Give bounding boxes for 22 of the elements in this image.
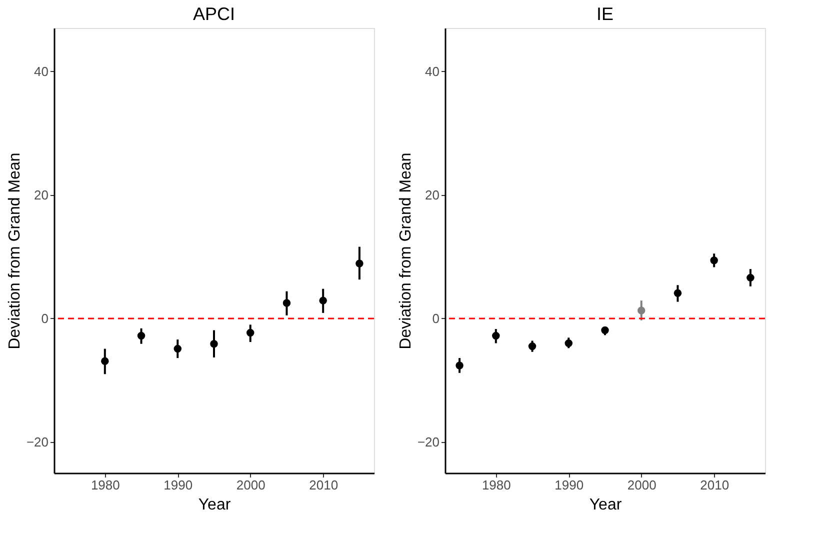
x-tick-label: 2000: [627, 478, 656, 492]
x-tick-label: 2010: [309, 478, 338, 492]
x-tick-label: 1990: [164, 478, 193, 492]
y-tick-label: 0: [41, 310, 48, 326]
x-tick-label: 1980: [90, 478, 120, 492]
x-tick-label: 2010: [700, 478, 730, 492]
chart-title: IE: [596, 4, 614, 24]
x-tick-label: 1990: [554, 478, 584, 492]
y-tick-label: 40: [425, 64, 440, 79]
y-tick-label: −20: [26, 434, 48, 450]
chart-title: APCI: [192, 4, 236, 24]
y-tick-label: 40: [34, 64, 48, 79]
y-tick-label: 20: [34, 187, 48, 202]
y-tick-label: 0: [432, 310, 440, 326]
y-axis-title: Deviation from Grand Mean: [6, 152, 24, 350]
x-axis-title: Year: [198, 496, 232, 514]
y-axis-title: Deviation from Grand Mean: [397, 152, 414, 350]
y-tick-label: 20: [425, 187, 440, 202]
y-tick-label: −20: [417, 434, 440, 450]
x-tick-label: 1980: [482, 478, 511, 492]
x-axis-title: Year: [589, 496, 622, 514]
x-tick-label: 2000: [236, 478, 266, 492]
